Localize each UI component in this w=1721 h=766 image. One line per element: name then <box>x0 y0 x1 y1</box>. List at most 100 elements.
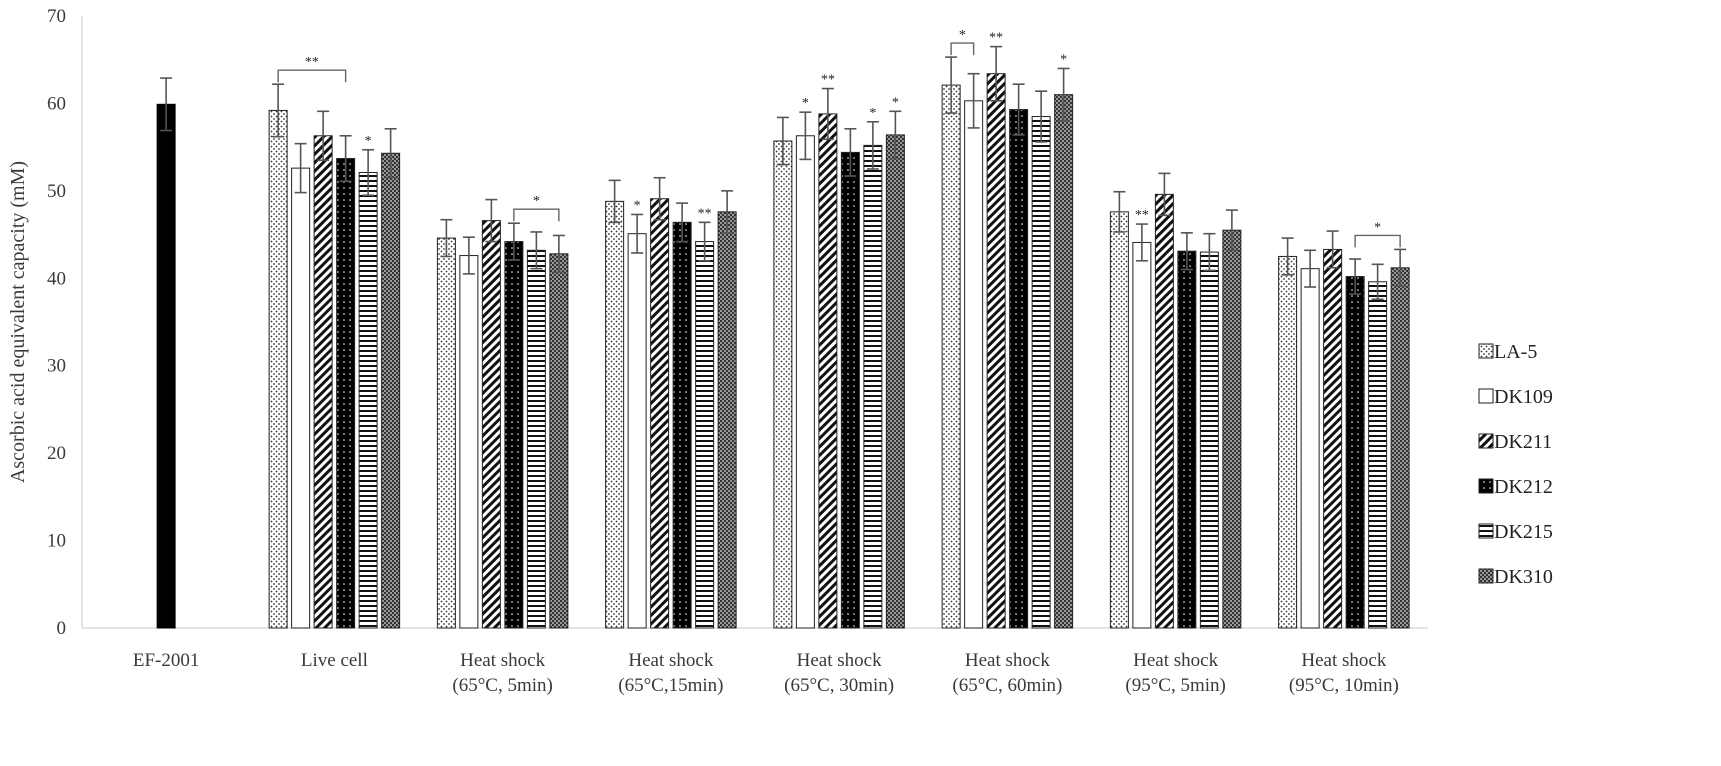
legend-item-dk109: DK109 <box>1478 386 1553 408</box>
legend: LA-5 DK109 DK211 DK212 DK215 DK310 <box>1478 341 1553 588</box>
significance-label: * <box>869 106 876 121</box>
significance-label: ** <box>989 31 1003 46</box>
error-bar-la-5 <box>608 179 621 224</box>
legend-swatch <box>1478 523 1494 539</box>
bar-dk211 <box>481 220 501 629</box>
error-bar-dk211 <box>1158 172 1171 217</box>
bar-dk310 <box>549 253 569 629</box>
legend-item-dk211: DK211 <box>1478 431 1552 453</box>
category-label: Heat shock <box>965 650 1050 671</box>
bars <box>156 45 1410 629</box>
y-tick-label: 20 <box>47 443 66 464</box>
bar-dk211 <box>313 135 333 629</box>
legend-swatch <box>1478 388 1494 404</box>
bar-dk215 <box>863 144 883 629</box>
error-bar-dk212 <box>1012 83 1025 136</box>
error-bar-la-5 <box>776 116 789 166</box>
significance-bracket <box>950 42 975 56</box>
legend-label: DK211 <box>1494 431 1552 453</box>
bar-dk212 <box>1345 276 1365 629</box>
error-bar-dk211 <box>821 87 834 141</box>
legend-item-dk310: DK310 <box>1478 566 1553 588</box>
error-bar-dk109 <box>462 236 475 275</box>
y-tick-label: 10 <box>47 531 66 552</box>
error-bar-la-5 <box>440 218 453 258</box>
error-bar-dk211 <box>1326 230 1339 269</box>
legend-swatch <box>1478 568 1494 584</box>
bar-dk212 <box>1177 250 1197 629</box>
category-label: EF-2001 <box>133 650 200 671</box>
significance-label: * <box>802 96 809 111</box>
legend-label: DK212 <box>1494 476 1553 498</box>
significance-label: ** <box>1135 208 1149 223</box>
significance-bracket <box>1354 234 1401 248</box>
bar-la-5 <box>941 84 961 629</box>
bar-dk310 <box>1222 229 1242 629</box>
error-bar-dk212 <box>339 134 352 183</box>
bar-la-5 <box>605 200 625 629</box>
error-bar-la-5 <box>1281 237 1294 276</box>
bar-dk215 <box>1368 281 1388 629</box>
error-bar-dk310 <box>552 234 565 273</box>
bar-la-5 <box>1109 211 1129 629</box>
significance-label: * <box>634 198 641 213</box>
error-bar-dk109 <box>631 213 644 254</box>
legend-swatch <box>1478 478 1494 494</box>
category-label: Heat shock <box>1301 650 1386 671</box>
error-bar-dk310 <box>1394 248 1407 287</box>
significance-label: * <box>959 28 966 43</box>
significance-annotations: **** ********* ****** <box>277 28 1401 248</box>
error-bar-dk310 <box>1225 209 1238 252</box>
legend-item-dk212: DK212 <box>1478 476 1553 498</box>
bar-dk215 <box>1199 251 1219 629</box>
category-label: Heat shock <box>797 650 882 671</box>
category-label: Heat shock <box>460 650 545 671</box>
bar-dk109 <box>964 100 984 629</box>
error-bar-dk215 <box>1203 232 1216 272</box>
error-bar-dk310 <box>721 190 734 234</box>
category-label: (65°C, 30min) <box>784 675 894 696</box>
error-bar-dk211 <box>485 198 498 243</box>
bar-dk109 <box>627 233 647 629</box>
error-bar-dk109 <box>967 72 980 129</box>
error-bar-dk310 <box>384 127 397 179</box>
bar-la-5 <box>1278 255 1298 629</box>
error-bar-la-5 <box>272 83 285 138</box>
significance-label: * <box>533 194 540 209</box>
error-bar-dk215 <box>1371 263 1384 301</box>
bar-dk310 <box>885 134 905 629</box>
bar-dk212 <box>504 241 524 629</box>
error-bar-dk212 <box>1349 258 1362 295</box>
error-bar-dk109 <box>1304 249 1317 288</box>
significance-label: * <box>1060 52 1067 67</box>
error-bar-dk212 <box>676 202 689 243</box>
legend-swatch <box>1478 343 1494 359</box>
significance-label: ** <box>698 206 712 221</box>
bar-dk212 <box>840 151 860 629</box>
error-bar-ef-2001 <box>160 77 173 132</box>
error-bar-dk109 <box>1135 223 1148 262</box>
bar-dk215 <box>695 241 715 629</box>
y-tick-label: 40 <box>47 268 66 289</box>
y-axis-label: Ascorbic acid equivalent capacity (mM) <box>7 161 29 483</box>
significance-bracket <box>277 69 347 83</box>
bar-la-5 <box>436 237 456 629</box>
error-bar-dk212 <box>1180 232 1193 271</box>
bar-dk310 <box>381 152 401 629</box>
category-label: (95°C, 10min) <box>1289 675 1399 696</box>
bar-dk211 <box>1154 193 1174 629</box>
bar-dk109 <box>795 135 815 629</box>
bar-dk212 <box>1009 109 1029 629</box>
category-label: Live cell <box>301 650 368 671</box>
significance-label: * <box>1374 220 1381 235</box>
category-label: Heat shock <box>1133 650 1218 671</box>
bar-dk310 <box>1390 267 1410 629</box>
significance-label: ** <box>821 73 835 88</box>
significance-label: * <box>892 95 899 110</box>
bar-dk109 <box>459 255 479 629</box>
legend-swatch <box>1478 433 1494 449</box>
error-bar-la-5 <box>945 56 958 114</box>
error-bar-dk109 <box>294 142 307 194</box>
error-bar-dk215 <box>1035 90 1048 143</box>
legend-item-dk215: DK215 <box>1478 521 1553 543</box>
